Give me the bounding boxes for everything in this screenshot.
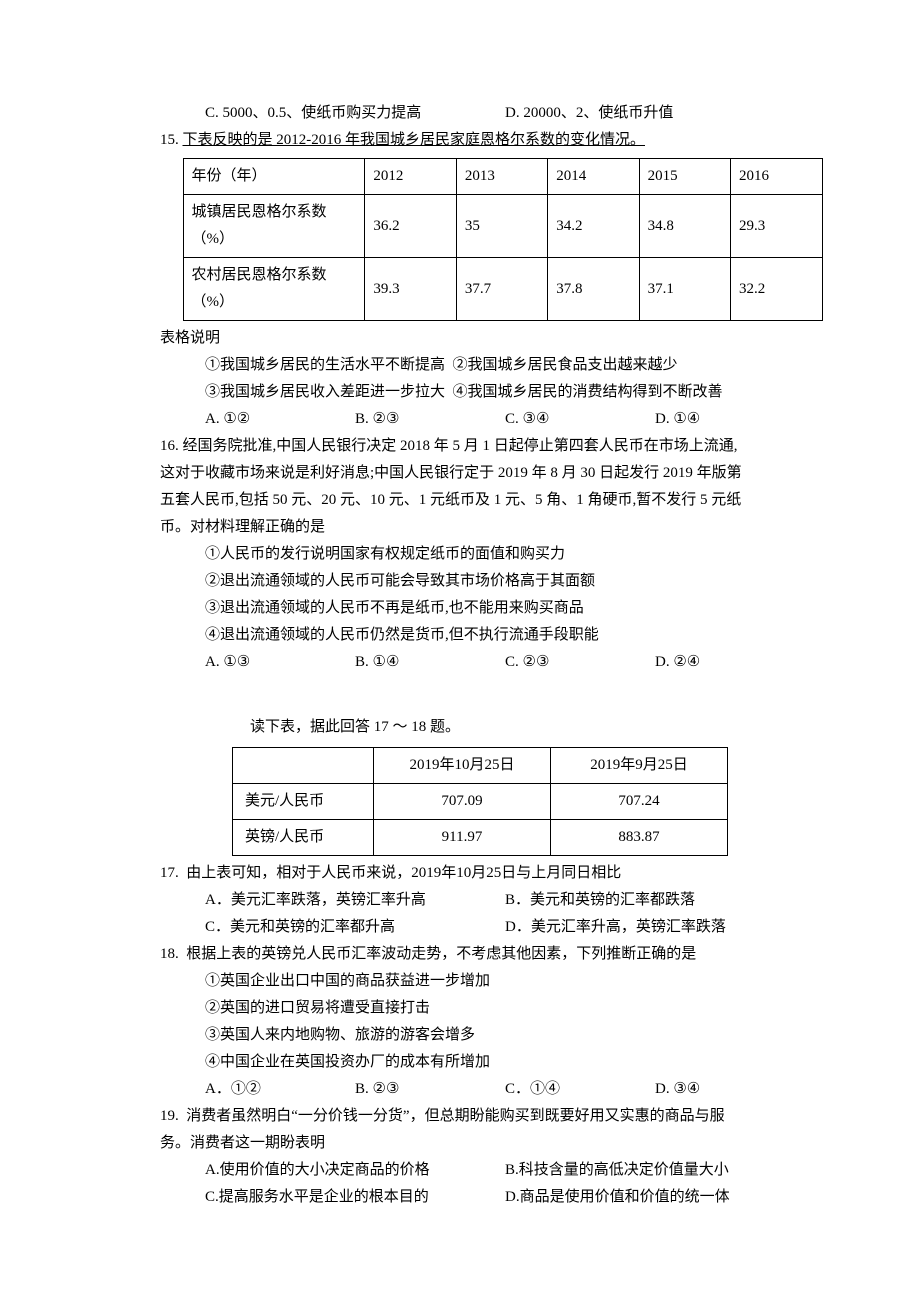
q15-statement-1: ①我国城乡居民的生活水平不断提高 ②我国城乡居民食品支出越来越少: [160, 352, 800, 379]
fx-header-blank: [233, 748, 374, 784]
engel-table: 年份（年） 2012 2013 2014 2015 2016 城镇居民恩格尔系数…: [183, 158, 823, 321]
engel-header-year: 年份（年）: [183, 159, 365, 195]
engel-header-2013: 2013: [456, 159, 547, 195]
engel-cell: 37.1: [639, 258, 730, 321]
q15-stem-underline: 下表反映的是 2012-2016 年我国城乡居民家庭恩格尔系数的变化情况。: [183, 132, 646, 148]
q17-option-d: D．美元汇率升高，英镑汇率跌落: [505, 914, 726, 941]
q17-stem: 17. 由上表可知，相对于人民币来说，2019年10月25日与上月同日相比: [160, 860, 800, 887]
q14-options-cd: C. 5000、0.5、使纸币购买力提高 D. 20000、2、使纸币升值: [160, 100, 800, 127]
q18-option-b: B. ②③: [355, 1076, 505, 1103]
q15-statement-2: ③我国城乡居民收入差距进一步拉大 ④我国城乡居民的消费结构得到不断改善: [160, 379, 800, 406]
q19-option-c: C.提高服务水平是企业的根本目的: [205, 1184, 505, 1211]
q19-options-ab: A.使用价值的大小决定商品的价格 B.科技含量的高低决定价值量大小: [160, 1157, 800, 1184]
q18-statement-2: ②英国的进口贸易将遭受直接打击: [160, 995, 800, 1022]
q15-option-a: A. ①②: [205, 406, 355, 433]
q15-options: A. ①② B. ②③ C. ③④ D. ①④: [160, 406, 800, 433]
table-row: 城镇居民恩格尔系数（%） 36.2 35 34.2 34.8 29.3: [183, 195, 822, 258]
engel-rural-label: 农村居民恩格尔系数（%）: [183, 258, 365, 321]
q15-stem: 15. 下表反映的是 2012-2016 年我国城乡居民家庭恩格尔系数的变化情况…: [160, 127, 800, 154]
fx-cell: 911.97: [374, 820, 551, 856]
engel-cell: 34.8: [639, 195, 730, 258]
q18-option-a: A．①②: [205, 1076, 355, 1103]
engel-cell: 39.3: [365, 258, 456, 321]
q19-option-b: B.科技含量的高低决定价值量大小: [505, 1157, 729, 1184]
engel-cell: 37.8: [548, 258, 639, 321]
engel-header-2016: 2016: [731, 159, 822, 195]
q16-option-c: C. ②③: [505, 649, 655, 676]
q19-line1: 19. 消费者虽然明白“一分价钱一分货”，但总期盼能购买到既要好用又实惠的商品与…: [160, 1103, 800, 1130]
q16-statement-2: ②退出流通领域的人民币可能会导致其市场价格高于其面额: [160, 568, 800, 595]
q16-line1: 16. 经国务院批准,中国人民银行决定 2018 年 5 月 1 日起停止第四套…: [160, 433, 800, 460]
q17-option-b: B．美元和英镑的汇率都跌落: [505, 887, 695, 914]
q16-line4: 币。对材料理解正确的是: [160, 514, 800, 541]
q18-stem: 18. 根据上表的英镑兑人民币汇率波动走势，不考虑其他因素，下列推断正确的是: [160, 941, 800, 968]
q16-statement-3: ③退出流通领域的人民币不再是纸币,也不能用来购买商品: [160, 595, 800, 622]
fx-header-sep: 2019年9月25日: [551, 748, 728, 784]
table-row: 2019年10月25日 2019年9月25日: [233, 748, 728, 784]
q15-option-c: C. ③④: [505, 406, 655, 433]
q19-option-d: D.商品是使用价值和价值的统一体: [505, 1184, 730, 1211]
fx-header-oct: 2019年10月25日: [374, 748, 551, 784]
q16-option-a: A. ①③: [205, 649, 355, 676]
engel-cell: 35: [456, 195, 547, 258]
exchange-rate-table: 2019年10月25日 2019年9月25日 美元/人民币 707.09 707…: [232, 747, 728, 856]
q14-option-d: D. 20000、2、使纸币升值: [505, 100, 673, 127]
q15-after: 表格说明: [160, 325, 800, 352]
q14-option-c: C. 5000、0.5、使纸币购买力提高: [205, 100, 505, 127]
table-row: 农村居民恩格尔系数（%） 39.3 37.7 37.8 37.1 32.2: [183, 258, 822, 321]
table-row: 年份（年） 2012 2013 2014 2015 2016: [183, 159, 822, 195]
q17-options-cd: C．美元和英镑的汇率都升高 D．美元汇率升高，英镑汇率跌落: [160, 914, 800, 941]
fx-cell: 883.87: [551, 820, 728, 856]
q16-options: A. ①③ B. ①④ C. ②③ D. ②④: [160, 649, 800, 676]
fx-cell: 707.09: [374, 784, 551, 820]
fx-cell: 707.24: [551, 784, 728, 820]
q19-option-a: A.使用价值的大小决定商品的价格: [205, 1157, 505, 1184]
engel-cell: 36.2: [365, 195, 456, 258]
q18-option-d: D. ③④: [655, 1076, 700, 1103]
q16-line3: 五套人民币,包括 50 元、20 元、10 元、1 元纸币及 1 元、5 角、1…: [160, 487, 800, 514]
q19-line2: 务。消费者这一期盼表明: [160, 1130, 800, 1157]
fx-usd-label: 美元/人民币: [233, 784, 374, 820]
table-row: 英镑/人民币 911.97 883.87: [233, 820, 728, 856]
q17-options-ab: A．美元汇率跌落，英镑汇率升高 B．美元和英镑的汇率都跌落: [160, 887, 800, 914]
q15-option-d: D. ①④: [655, 406, 700, 433]
engel-urban-label: 城镇居民恩格尔系数（%）: [183, 195, 365, 258]
engel-header-2014: 2014: [548, 159, 639, 195]
engel-cell: 32.2: [731, 258, 822, 321]
q15-option-b: B. ②③: [355, 406, 505, 433]
engel-header-2012: 2012: [365, 159, 456, 195]
q19-options-cd: C.提高服务水平是企业的根本目的 D.商品是使用价值和价值的统一体: [160, 1184, 800, 1211]
table-row: 美元/人民币 707.09 707.24: [233, 784, 728, 820]
intro-17-18: 读下表，据此回答 17 ～ 18 题。: [160, 714, 800, 741]
engel-header-2015: 2015: [639, 159, 730, 195]
q18-statement-3: ③英国人来内地购物、旅游的游客会增多: [160, 1022, 800, 1049]
q18-statement-1: ①英国企业出口中国的商品获益进一步增加: [160, 968, 800, 995]
fx-gbp-label: 英镑/人民币: [233, 820, 374, 856]
q16-option-b: B. ①④: [355, 649, 505, 676]
q18-option-c: C．①④: [505, 1076, 655, 1103]
q16-statement-1: ①人民币的发行说明国家有权规定纸币的面值和购买力: [160, 541, 800, 568]
q18-options: A．①② B. ②③ C．①④ D. ③④: [160, 1076, 800, 1103]
q16-option-d: D. ②④: [655, 649, 700, 676]
engel-cell: 29.3: [731, 195, 822, 258]
engel-cell: 37.7: [456, 258, 547, 321]
q18-statement-4: ④中国企业在英国投资办厂的成本有所增加: [160, 1049, 800, 1076]
q16-line2: 这对于收藏市场来说是利好消息;中国人民银行定于 2019 年 8 月 30 日起…: [160, 460, 800, 487]
q17-option-c: C．美元和英镑的汇率都升高: [205, 914, 505, 941]
q16-statement-4: ④退出流通领域的人民币仍然是货币,但不执行流通手段职能: [160, 622, 800, 649]
engel-cell: 34.2: [548, 195, 639, 258]
q17-option-a: A．美元汇率跌落，英镑汇率升高: [205, 887, 505, 914]
